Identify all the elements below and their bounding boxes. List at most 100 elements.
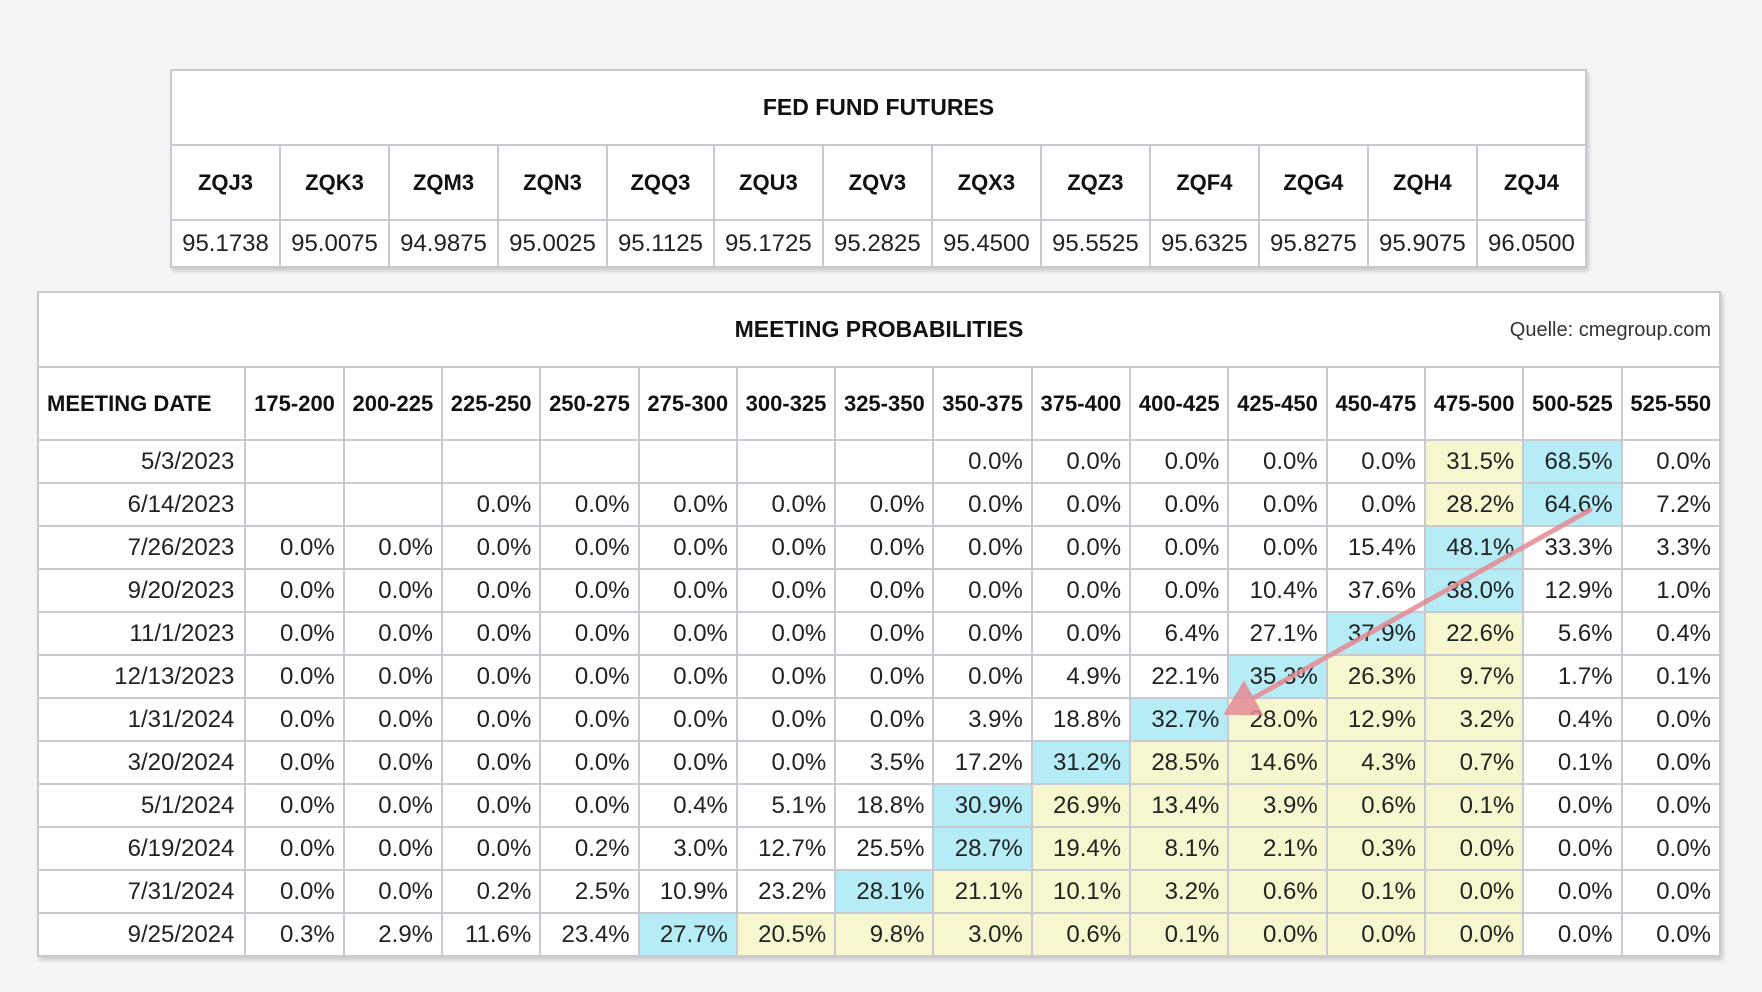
probability-cell: 4.9% <box>1030 654 1132 699</box>
meeting-date: 6/14/2023 <box>36 482 247 527</box>
probability-cell: 28.0% <box>1227 697 1328 742</box>
source-label: Quelle: cmegroup.com <box>1509 319 1711 341</box>
probability-cell: 2.9% <box>342 912 444 957</box>
contract-price: 95.1125 <box>606 219 715 268</box>
contract-header: ZQH4 <box>1366 144 1478 221</box>
table-row: 3/20/2024 0.0% 0.0% 0.0% 0.0% 0.0% 0.0% 3.5% 17.… <box>36 740 1722 785</box>
probability-cell: 0.0% <box>637 740 738 785</box>
contract-price: 95.0075 <box>279 219 390 268</box>
probability-cell: 0.0% <box>539 525 640 570</box>
probability-cell: 31.5% <box>1423 439 1525 484</box>
probability-cell: 0.0% <box>637 654 738 699</box>
probability-cell: 0.0% <box>1620 826 1722 871</box>
probability-cell: 0.0% <box>1227 912 1328 957</box>
probability-cell: 0.0% <box>539 783 640 828</box>
probability-cell: 0.6% <box>1227 869 1328 914</box>
table-row: 1/31/2024 0.0% 0.0% 0.0% 0.0% 0.0% 0.0% 0.0% 3.9… <box>36 697 1722 742</box>
fed-futures-price-row: 95.1738 95.0075 94.9875 95.0025 95.1125 95.17… <box>170 219 1588 268</box>
probability-cell: 35.3% <box>1227 654 1328 699</box>
contract-price: 95.2825 <box>821 219 933 268</box>
fed-futures-title: FED FUND FUTURES <box>170 69 1587 146</box>
probability-cell: 0.0% <box>342 525 444 570</box>
probability-cell: 0.0% <box>342 869 444 914</box>
probability-cell: 0.0% <box>539 654 640 699</box>
probability-cell: 19.4% <box>1030 826 1132 871</box>
probability-cell <box>342 482 444 527</box>
contract-header: ZQJ4 <box>1475 144 1588 221</box>
probability-cell: 0.0% <box>1423 912 1525 957</box>
probability-cell: 5.6% <box>1522 611 1623 656</box>
probability-cell: 22.1% <box>1129 654 1230 699</box>
probability-cell: 0.0% <box>735 611 837 656</box>
probability-cell: 0.0% <box>932 611 1033 656</box>
probability-cell: 0.0% <box>637 697 738 742</box>
contract-header: ZQG4 <box>1257 144 1369 221</box>
probability-cell: 0.2% <box>440 869 542 914</box>
probability-cell: 0.0% <box>1227 439 1328 484</box>
contract-header: ZQU3 <box>712 144 824 221</box>
probability-cell: 0.0% <box>440 740 542 785</box>
probability-cell: 0.1% <box>1129 912 1230 957</box>
probability-cell: 0.0% <box>637 525 738 570</box>
probability-cell: 0.0% <box>440 611 542 656</box>
probability-cell: 0.0% <box>244 740 345 785</box>
probability-cell: 0.0% <box>735 697 837 742</box>
probability-cell: 0.0% <box>735 482 837 527</box>
rate-range-header: 300-325 <box>735 366 837 441</box>
table-row: 5/3/2023 0.0% 0.0% 0.0% 0.0% 0.0% 31.5% 68.5% 0.… <box>36 439 1722 484</box>
probability-cell: 0.0% <box>342 611 444 656</box>
contract-header: ZQM3 <box>388 144 499 221</box>
probability-cell: 0.0% <box>735 568 837 613</box>
probability-cell: 0.0% <box>735 525 837 570</box>
probability-cell: 0.0% <box>637 482 738 527</box>
meeting-probabilities-table: MEETING PROBABILITIES Quelle: cmegroup.c… <box>36 291 1722 957</box>
rate-range-header: 250-275 <box>539 366 640 441</box>
probability-cell: 0.0% <box>244 697 345 742</box>
probability-cell: 0.0% <box>1620 783 1722 828</box>
probability-cell: 23.4% <box>539 912 640 957</box>
contract-price: 95.1725 <box>712 219 824 268</box>
probability-cell: 0.0% <box>244 568 345 613</box>
probability-cell: 0.0% <box>539 740 640 785</box>
probability-cell: 0.3% <box>1325 826 1426 871</box>
rate-range-header: 275-300 <box>637 366 738 441</box>
meeting-probabilities-title: MEETING PROBABILITIES <box>734 316 1024 342</box>
rate-range-header: 325-350 <box>834 366 935 441</box>
probability-cell: 0.0% <box>1522 912 1623 957</box>
table-row: 11/1/2023 0.0% 0.0% 0.0% 0.0% 0.0% 0.0% 0.0% 0.0… <box>36 611 1722 656</box>
rate-range-header: 350-375 <box>932 366 1033 441</box>
contract-header: ZQF4 <box>1148 144 1260 221</box>
probability-cell: 0.0% <box>440 525 542 570</box>
probability-cell: 0.0% <box>244 611 345 656</box>
probability-cell: 0.0% <box>342 783 444 828</box>
probabilities-body: 5/3/2023 0.0% 0.0% 0.0% 0.0% 0.0% 31.5% 68.5% 0.… <box>36 439 1722 957</box>
probability-cell: 4.3% <box>1325 740 1426 785</box>
probability-cell: 18.8% <box>834 783 935 828</box>
probability-cell: 0.0% <box>1423 869 1525 914</box>
probability-cell: 3.9% <box>932 697 1033 742</box>
probability-cell: 32.7% <box>1129 697 1230 742</box>
probability-cell: 23.2% <box>735 869 837 914</box>
probability-cell: 0.0% <box>440 826 542 871</box>
probability-cell: 0.0% <box>834 654 935 699</box>
probability-cell: 0.0% <box>834 525 935 570</box>
meeting-date: 9/25/2024 <box>36 912 247 957</box>
probability-cell: 0.0% <box>440 568 542 613</box>
rate-range-header: 200-225 <box>342 366 444 441</box>
contract-price: 95.0025 <box>497 219 608 268</box>
probability-cell: 10.1% <box>1030 869 1132 914</box>
probability-cell: 21.1% <box>932 869 1033 914</box>
probability-cell: 0.0% <box>342 697 444 742</box>
contract-header: ZQJ3 <box>170 144 281 221</box>
probability-cell: 0.0% <box>1620 912 1722 957</box>
probability-cell: 0.0% <box>1423 826 1525 871</box>
probability-cell: 0.0% <box>244 826 345 871</box>
probability-cell: 0.0% <box>1325 482 1426 527</box>
probability-cell: 0.1% <box>1423 783 1525 828</box>
table-row: 12/13/2023 0.0% 0.0% 0.0% 0.0% 0.0% 0.0% 0.0% 0.… <box>36 654 1722 699</box>
probability-cell: 22.6% <box>1423 611 1525 656</box>
probability-cell: 0.0% <box>932 654 1033 699</box>
probability-cell: 0.0% <box>1620 697 1722 742</box>
probability-cell: 10.4% <box>1227 568 1328 613</box>
contract-header: ZQX3 <box>930 144 1042 221</box>
